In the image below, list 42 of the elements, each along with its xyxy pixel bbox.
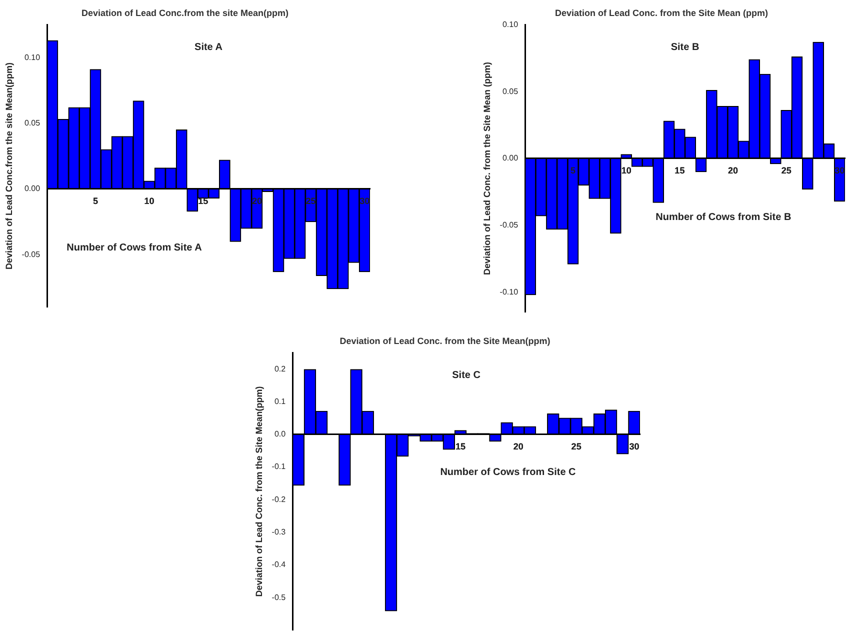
y-axis-title: Deviation of Lead Conc. from the Site Mean(ppm) (254, 386, 264, 597)
chart-title: Deviation of Lead Conc.from the site Mean(ppm) (81, 8, 289, 18)
x-tick-label: 25 (571, 441, 582, 452)
x-tick-label: 10 (144, 196, 154, 206)
x-axis-title: Number of Cows from Site C (440, 466, 576, 478)
y-tick-label: 0.2 (274, 364, 286, 374)
y-axis-title: Deviation of Lead Conc. from the Site Mean (ppm) (482, 62, 492, 276)
y-tick-label: -0.05 (22, 250, 41, 259)
y-tick-label: -0.10 (500, 287, 519, 296)
y-axis-title: Deviation of Lead Conc.from the site Mean(ppm) (4, 62, 14, 270)
chart-title: Deviation of Lead Conc. from the Site Mean (ppm) (554, 8, 768, 18)
x-tick-label: 15 (674, 165, 685, 176)
y-tick-label: 0.1 (274, 396, 286, 406)
y-tick-label: -0.2 (272, 494, 286, 504)
annotation: Site C (452, 370, 480, 381)
x-axis-title: Number of Cows from Site B (656, 212, 792, 224)
y-tick-label: -0.1 (272, 462, 286, 472)
x-axis-title: Number of Cows from Site A (66, 242, 202, 254)
y-tick-label: -0.4 (272, 560, 286, 570)
y-tick-label: 0.10 (502, 20, 519, 30)
annotation: Site B (670, 42, 700, 53)
x-tick-label: 10 (621, 165, 632, 176)
y-tick-label: 0.0 (274, 430, 286, 439)
y-tick-label: 0.00 (24, 184, 41, 194)
x-tick-label: 20 (728, 165, 738, 176)
x-tick-label: 25 (781, 165, 792, 176)
x-tick-label: 25 (306, 196, 316, 206)
x-tick-label: 20 (513, 441, 524, 452)
chart-title: Deviation of Lead Conc. from the Site Mean(ppm) (340, 336, 550, 346)
y-tick-label: -0.05 (500, 220, 519, 230)
annotation: Site A (194, 42, 222, 53)
y-tick-label: -0.3 (272, 527, 286, 536)
y-tick-label: 0.00 (502, 154, 519, 163)
x-tick-label: 15 (198, 196, 208, 206)
x-tick-label: 30 (629, 441, 640, 452)
y-tick-label: -0.5 (272, 592, 286, 602)
x-tick-label: 5 (92, 196, 98, 206)
x-tick-label: 15 (455, 441, 466, 452)
y-tick-label: 0.10 (24, 52, 41, 62)
x-tick-label: 5 (570, 165, 576, 176)
y-tick-label: 0.05 (24, 118, 41, 128)
y-tick-label: 0.05 (502, 86, 519, 96)
